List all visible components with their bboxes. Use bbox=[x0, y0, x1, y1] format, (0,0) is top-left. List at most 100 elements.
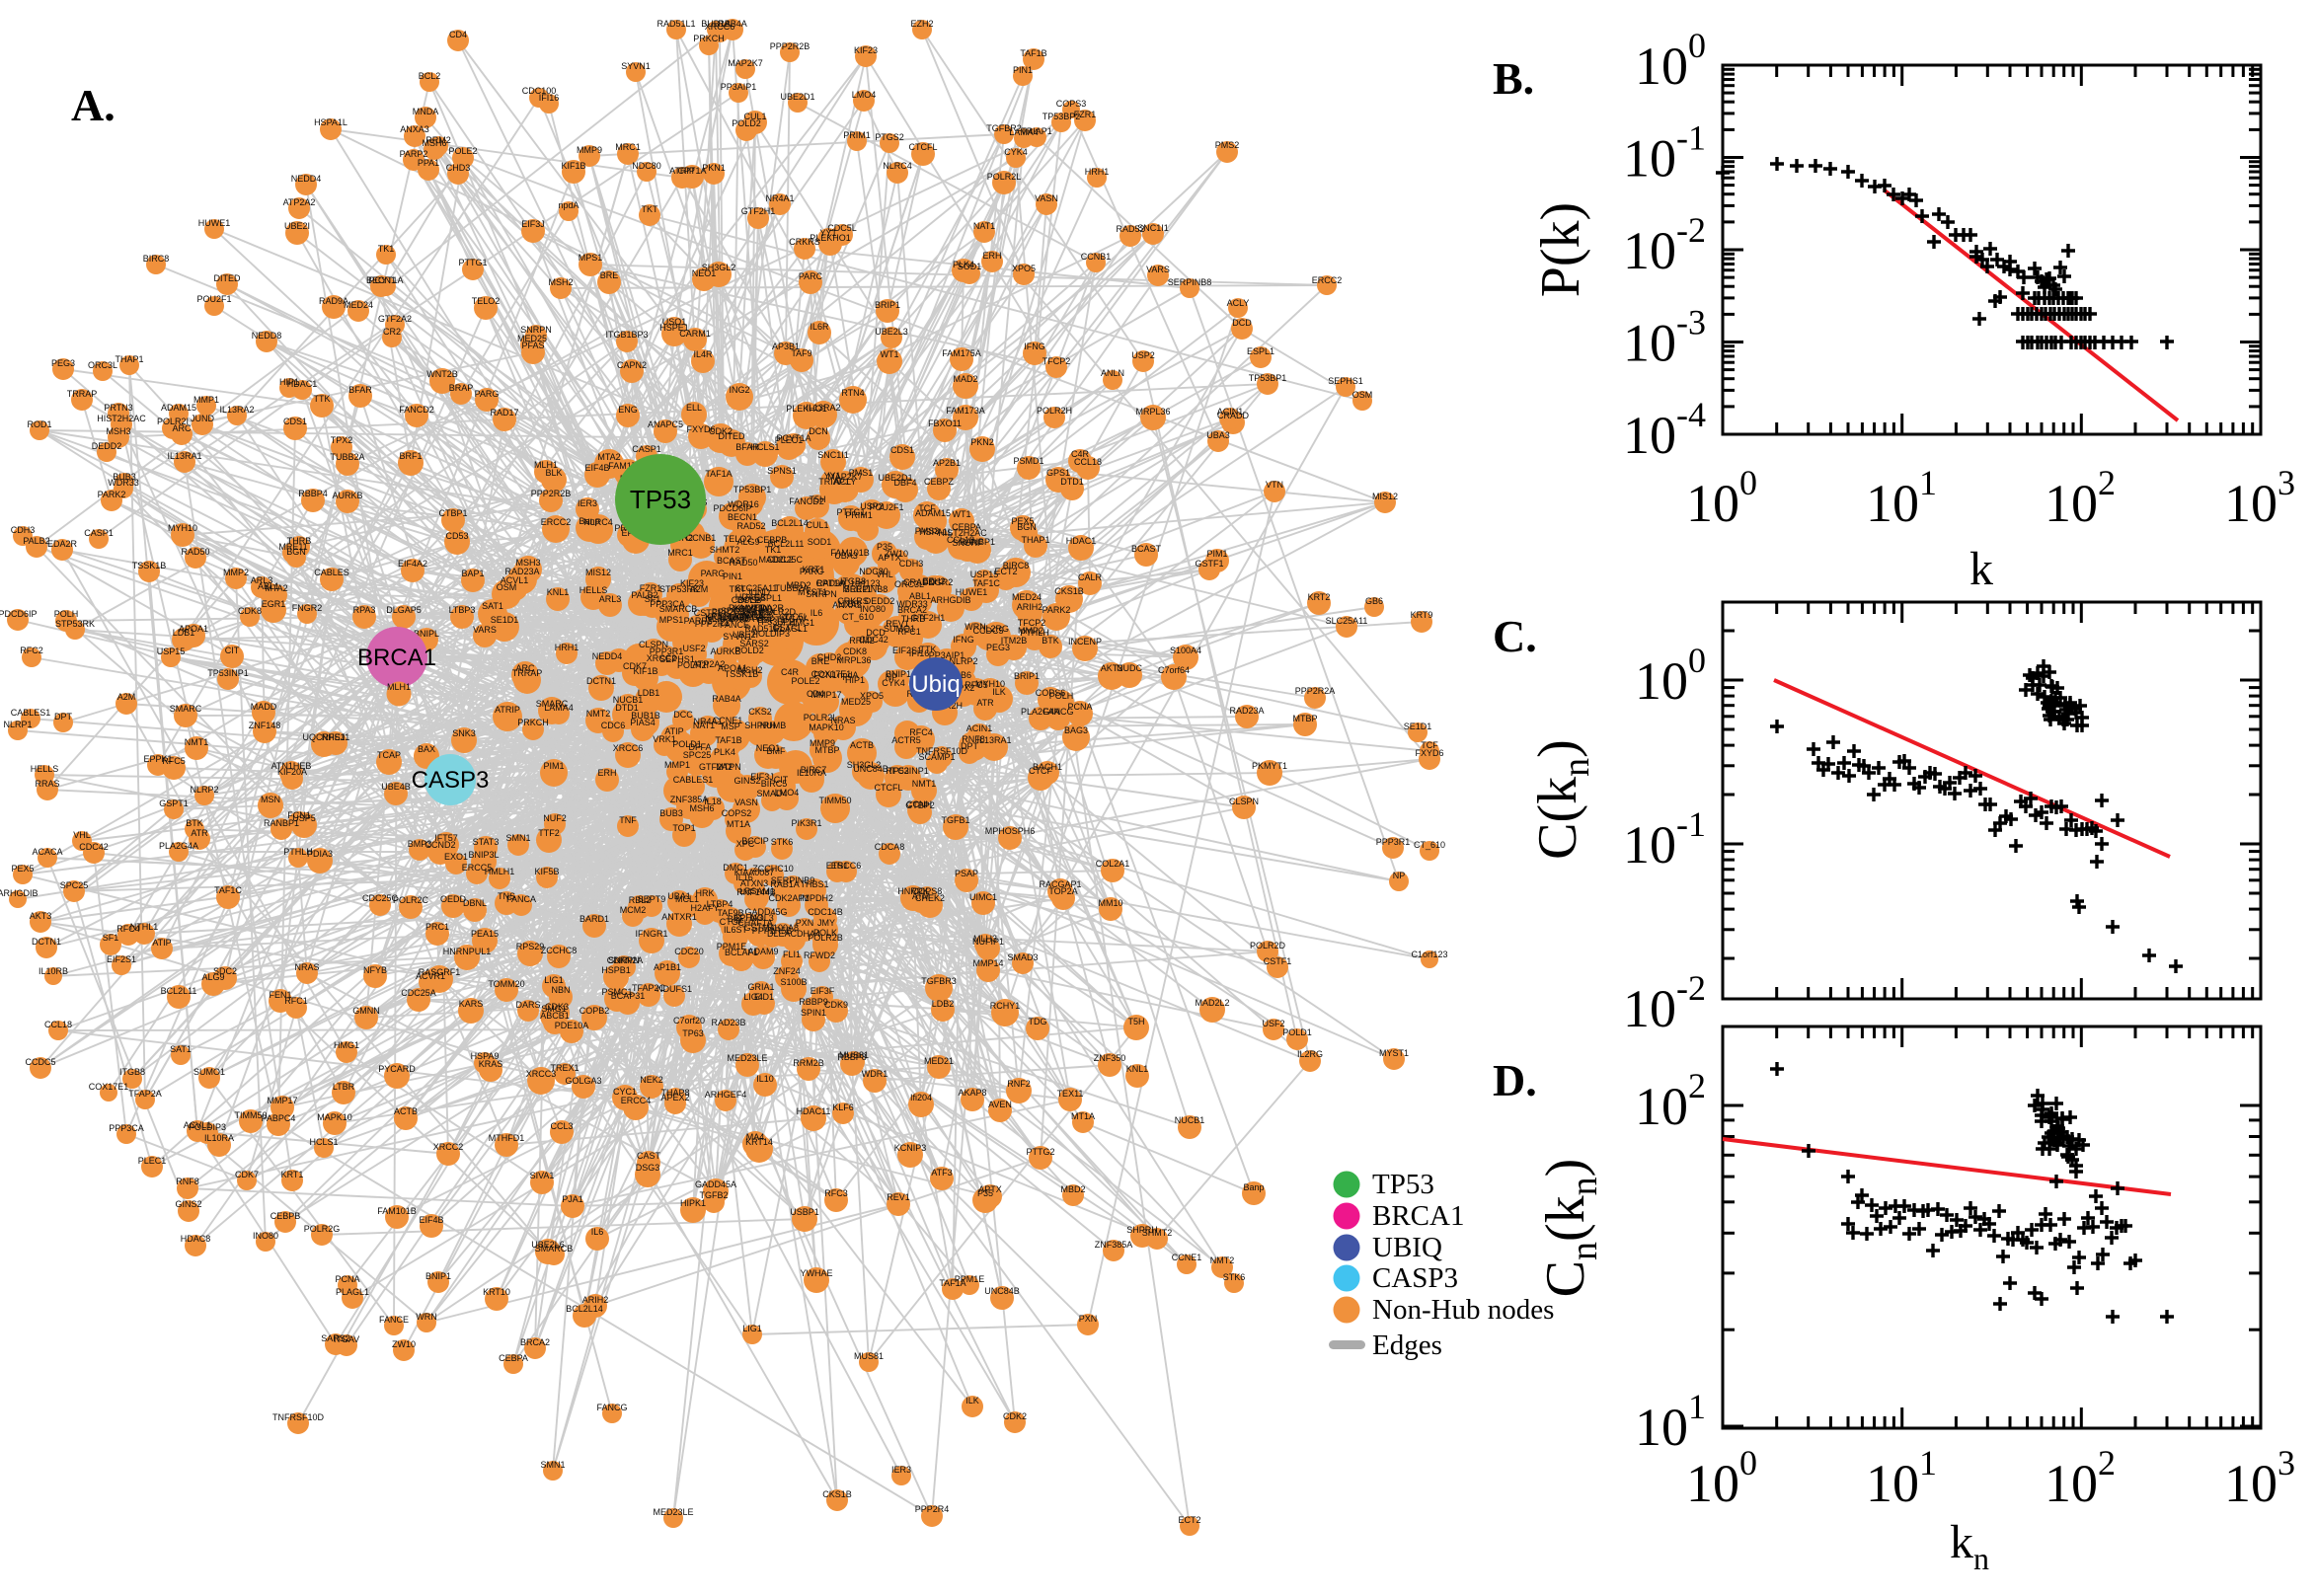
svg-text:OSM: OSM bbox=[497, 582, 517, 592]
svg-text:FXYD6: FXYD6 bbox=[686, 424, 715, 434]
svg-text:CTCFL: CTCFL bbox=[875, 783, 903, 793]
svg-text:EIF4B: EIF4B bbox=[584, 463, 609, 473]
svg-text:SEPT9: SEPT9 bbox=[638, 894, 666, 904]
svg-text:LIG1: LIG1 bbox=[544, 975, 564, 985]
svg-text:SMG1: SMG1 bbox=[541, 1004, 567, 1014]
svg-text:CDH3: CDH3 bbox=[899, 559, 924, 569]
svg-text:CD53: CD53 bbox=[445, 531, 468, 541]
svg-text:PRKCH: PRKCH bbox=[517, 718, 549, 727]
svg-text:BUB3: BUB3 bbox=[659, 808, 683, 818]
svg-text:NRAS: NRAS bbox=[294, 962, 319, 972]
svg-text:CDC25A: CDC25A bbox=[401, 988, 436, 998]
svg-text:HRH1: HRH1 bbox=[555, 643, 579, 652]
svg-text:ECT2: ECT2 bbox=[994, 567, 1017, 576]
svg-text:PKMYT1: PKMYT1 bbox=[1252, 761, 1287, 771]
svg-text:CKS1B: CKS1B bbox=[1054, 586, 1084, 596]
svg-text:XRCC2: XRCC2 bbox=[433, 1142, 464, 1152]
svg-text:HELLS: HELLS bbox=[579, 585, 608, 595]
svg-text:RNF2: RNF2 bbox=[1007, 1079, 1031, 1089]
svg-text:ANXA3: ANXA3 bbox=[832, 600, 862, 610]
svg-text:CD4: CD4 bbox=[807, 689, 824, 699]
svg-text:OEDD: OEDD bbox=[440, 894, 467, 904]
svg-text:RFWD2: RFWD2 bbox=[804, 950, 835, 960]
svg-text:CDC25C: CDC25C bbox=[362, 893, 399, 903]
svg-text:CDS1: CDS1 bbox=[890, 445, 914, 455]
svg-text:HSPA9: HSPA9 bbox=[471, 1051, 500, 1061]
svg-text:PPP2R2B: PPP2R2B bbox=[531, 489, 572, 498]
svg-text:TRRAP: TRRAP bbox=[512, 668, 543, 678]
svg-text:HDAC1: HDAC1 bbox=[1066, 536, 1097, 546]
svg-text:TNF: TNF bbox=[619, 815, 637, 825]
svg-text:BFAR: BFAR bbox=[348, 385, 372, 395]
svg-text:DFFA: DFFA bbox=[688, 742, 711, 752]
svg-text:TSSK1B: TSSK1B bbox=[725, 669, 759, 679]
svg-text:SERPINB9: SERPINB9 bbox=[771, 875, 815, 885]
svg-text:MAPK10: MAPK10 bbox=[317, 1112, 352, 1122]
svg-text:PARG: PARG bbox=[701, 569, 726, 578]
svg-text:BCAST: BCAST bbox=[1131, 544, 1162, 554]
svg-text:UBA1: UBA1 bbox=[667, 891, 691, 901]
svg-text:CABLES1: CABLES1 bbox=[673, 775, 714, 785]
svg-text:ATP2A2: ATP2A2 bbox=[693, 659, 726, 669]
svg-text:T5H: T5H bbox=[1127, 1017, 1144, 1026]
svg-text:HSPB1: HSPB1 bbox=[601, 965, 631, 975]
svg-text:MPS1: MPS1 bbox=[659, 615, 684, 625]
svg-text:DCC: DCC bbox=[673, 710, 693, 720]
svg-text:CDK8: CDK8 bbox=[843, 646, 867, 656]
svg-text:NMT2: NMT2 bbox=[586, 709, 611, 719]
svg-text:ARIH2: ARIH2 bbox=[1017, 602, 1043, 612]
svg-text:TFCP2: TFCP2 bbox=[1042, 356, 1071, 366]
svg-text:TTF2: TTF2 bbox=[538, 828, 560, 838]
svg-text:KIF5B: KIF5B bbox=[534, 867, 559, 876]
svg-text:PSMC1: PSMC1 bbox=[601, 987, 632, 997]
svg-text:RAB4A: RAB4A bbox=[712, 694, 741, 704]
svg-text:MTHFD1: MTHFD1 bbox=[489, 1133, 525, 1143]
svg-text:IER3: IER3 bbox=[578, 498, 597, 508]
svg-text:CDK7: CDK7 bbox=[623, 661, 647, 671]
svg-text:NUF2: NUF2 bbox=[543, 813, 567, 823]
svg-text:GOLGA3: GOLGA3 bbox=[565, 1076, 601, 1086]
svg-text:HMG1: HMG1 bbox=[334, 1040, 359, 1050]
svg-text:CTBP1: CTBP1 bbox=[438, 508, 467, 518]
svg-text:KNL1: KNL1 bbox=[1126, 1064, 1149, 1074]
svg-text:MSH2: MSH2 bbox=[548, 277, 573, 287]
svg-text:IL6: IL6 bbox=[811, 608, 823, 618]
svg-text:YWHAE: YWHAE bbox=[800, 1268, 832, 1278]
svg-text:SNK3: SNK3 bbox=[452, 728, 476, 738]
svg-text:NMT1: NMT1 bbox=[912, 779, 937, 789]
svg-text:ARHGDIB: ARHGDIB bbox=[930, 595, 970, 605]
svg-text:BCLAF1: BCLAF1 bbox=[725, 948, 758, 957]
svg-text:FANCD2: FANCD2 bbox=[789, 496, 824, 506]
svg-text:BAP1: BAP1 bbox=[461, 569, 484, 578]
svg-text:TOP1: TOP1 bbox=[672, 823, 695, 833]
svg-text:IL18: IL18 bbox=[704, 797, 722, 806]
svg-text:S100A4: S100A4 bbox=[1170, 646, 1201, 655]
svg-text:FAM175A: FAM175A bbox=[942, 348, 981, 358]
svg-text:ERH: ERH bbox=[597, 768, 616, 778]
svg-text:MMP9: MMP9 bbox=[810, 738, 835, 748]
svg-text:NUFIP1: NUFIP1 bbox=[972, 937, 1004, 947]
svg-text:HRK: HRK bbox=[695, 888, 714, 898]
svg-text:EXO1: EXO1 bbox=[444, 852, 468, 862]
svg-text:SOD1: SOD1 bbox=[808, 537, 832, 547]
svg-text:PSAP: PSAP bbox=[955, 869, 978, 878]
svg-text:PEA15: PEA15 bbox=[471, 929, 499, 939]
svg-text:COL2A1: COL2A1 bbox=[1096, 859, 1130, 869]
svg-text:PLK4: PLK4 bbox=[714, 747, 735, 757]
svg-text:UBA3: UBA3 bbox=[834, 551, 858, 561]
svg-text:KLF6: KLF6 bbox=[832, 1102, 854, 1112]
svg-text:ZNF24: ZNF24 bbox=[773, 966, 801, 976]
svg-text:RFC2: RFC2 bbox=[886, 766, 909, 776]
svg-text:PARC: PARC bbox=[799, 271, 823, 281]
svg-text:ERCC4: ERCC4 bbox=[621, 1096, 652, 1105]
svg-text:CDC14B: CDC14B bbox=[808, 907, 843, 917]
svg-text:BGN: BGN bbox=[1017, 522, 1037, 532]
svg-text:LIG4: LIG4 bbox=[743, 992, 763, 1002]
svg-text:CAPN2: CAPN2 bbox=[617, 360, 647, 370]
svg-text:WT1: WT1 bbox=[953, 509, 971, 519]
svg-text:VASN: VASN bbox=[734, 798, 758, 807]
svg-text:MT1A: MT1A bbox=[727, 819, 750, 829]
svg-text:PIN1: PIN1 bbox=[723, 571, 742, 581]
svg-text:NBN: NBN bbox=[551, 985, 570, 995]
svg-text:CEBPZ: CEBPZ bbox=[924, 477, 955, 487]
